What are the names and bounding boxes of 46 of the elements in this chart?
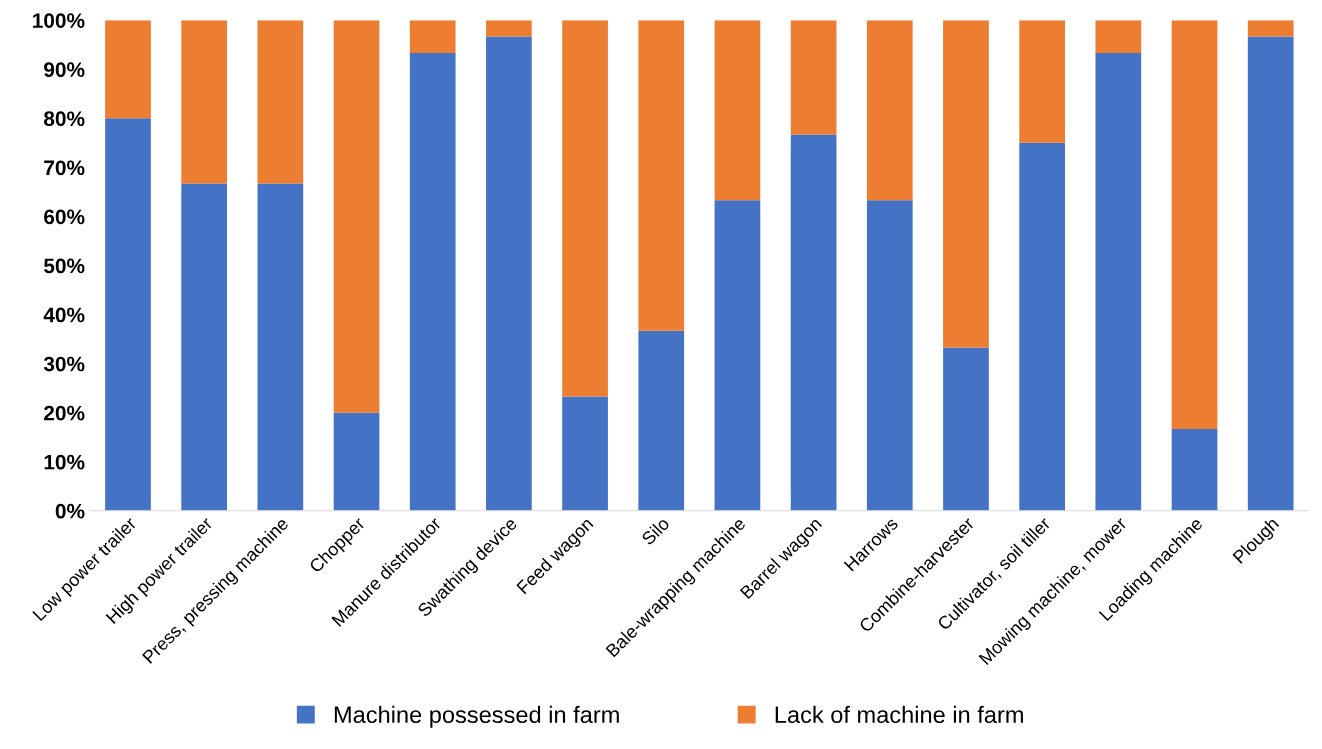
bar [1171, 428, 1218, 511]
bar [714, 200, 761, 511]
bar [409, 20, 456, 54]
bar [1171, 20, 1218, 429]
bar [790, 20, 837, 135]
bar [333, 20, 380, 413]
bar [105, 20, 151, 119]
bar [333, 412, 380, 511]
y-tick-label: 80% [44, 111, 85, 127]
x-tick-label: Silo [640, 516, 671, 546]
bar [1019, 20, 1065, 143]
bar [257, 183, 304, 511]
bar [943, 20, 989, 348]
y-tick-label: 60% [44, 209, 85, 225]
y-tick-label: 50% [43, 258, 85, 274]
bar [562, 396, 608, 511]
bar [486, 20, 532, 37]
bar [486, 36, 532, 511]
y-tick-label: 30% [43, 356, 85, 372]
y-tick-label: 100% [33, 13, 85, 28]
bar [257, 20, 304, 184]
bar [1247, 20, 1294, 37]
y-tick-label: 90% [44, 62, 85, 78]
legend-label: Machine possessed in farm [334, 705, 619, 728]
bar [1247, 36, 1294, 511]
bar [638, 20, 685, 331]
bar [638, 330, 685, 511]
bar [181, 183, 228, 511]
bar [790, 134, 837, 511]
bar [1095, 53, 1142, 511]
bar [714, 20, 761, 201]
bar [1019, 142, 1065, 511]
bar [866, 200, 913, 511]
y-tick-label: 10% [44, 454, 85, 470]
y-tick-label: 70% [44, 160, 85, 176]
bar [181, 20, 228, 184]
bar [409, 53, 456, 511]
bar [866, 20, 913, 201]
bar [1095, 20, 1142, 54]
bar [943, 347, 989, 511]
y-tick-label: 0% [55, 503, 85, 519]
bar [562, 20, 608, 397]
y-tick-label: 40% [43, 307, 85, 323]
y-tick-label: 20% [44, 405, 85, 421]
bar [105, 118, 151, 511]
legend-label: Lack of machine in farm [775, 705, 1023, 724]
